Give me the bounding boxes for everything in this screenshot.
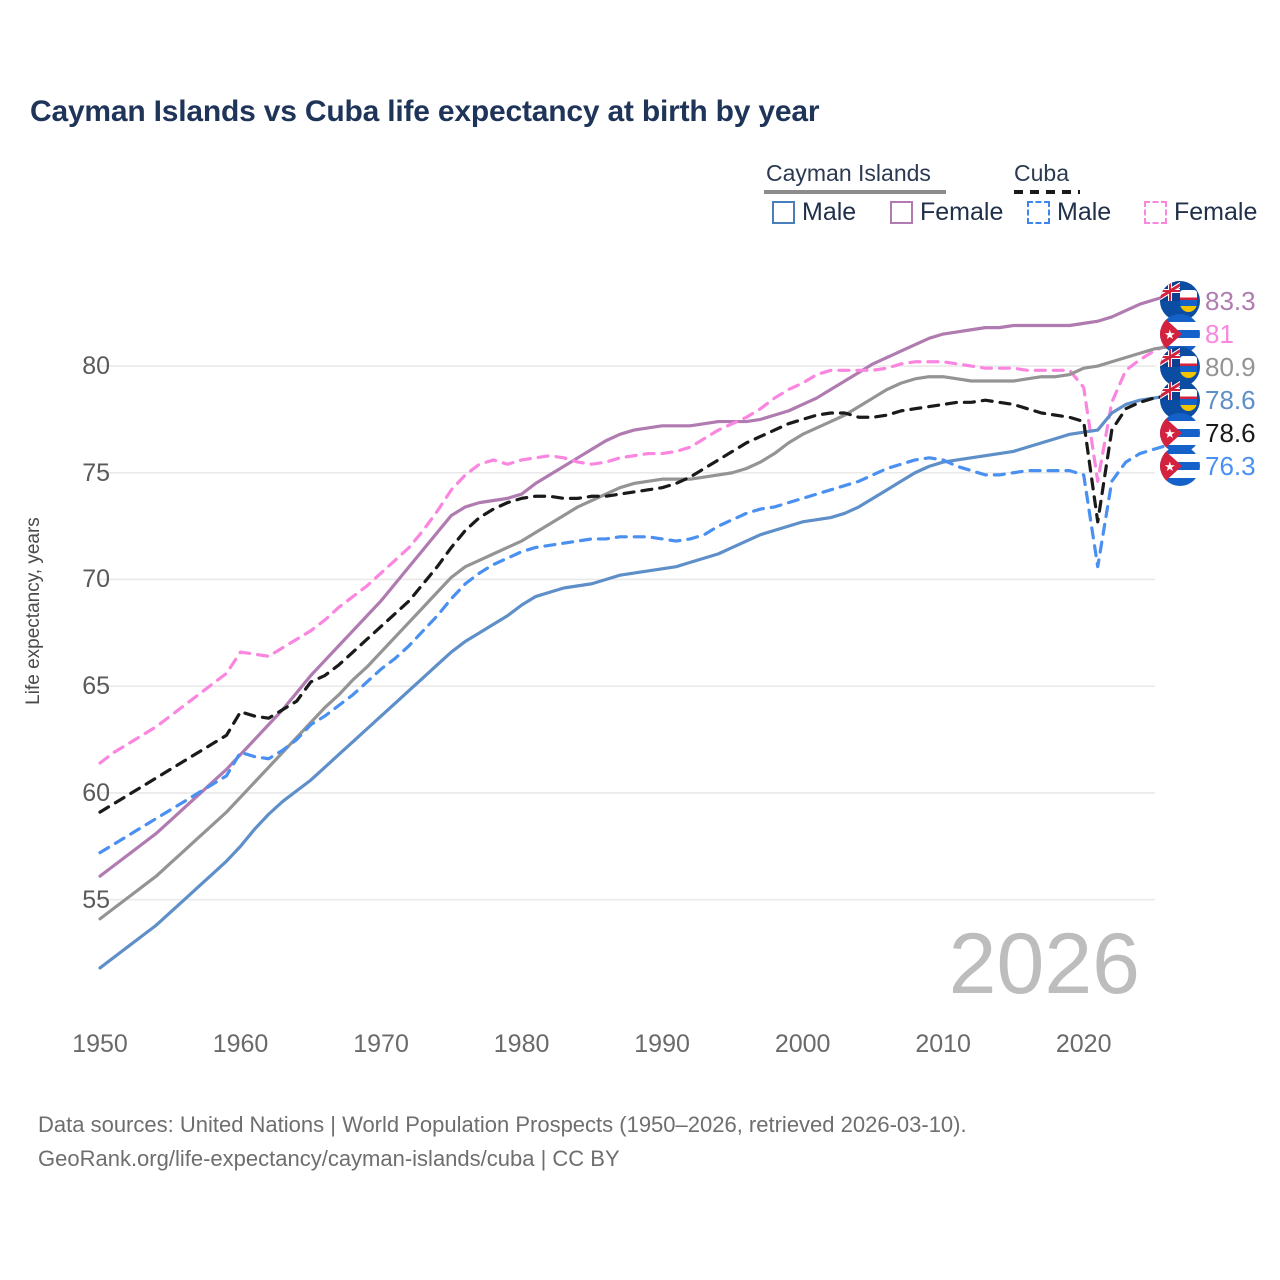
legend-items: Male Female Male Female (762, 200, 1262, 234)
legend-item-cayman-female[interactable]: Female (890, 200, 1003, 225)
legend-swatch-icon (890, 201, 913, 224)
x-axis-tick-label: 2020 (1055, 1030, 1112, 1058)
legend-item-label: Female (1174, 198, 1258, 226)
x-axis-tick-label: 2010 (915, 1030, 971, 1058)
chart-legend: Cayman Islands Cuba Male Female Male Fem… (762, 160, 1262, 240)
series-end-labels: 83.3 81 80.9 78.6 78.6 76.3 (1160, 0, 1280, 1280)
legend-item-cuba-female[interactable]: Female (1144, 200, 1257, 225)
end-label-value: 83.3 (1205, 286, 1256, 316)
y-axis-tick-label: 70 (82, 565, 110, 594)
legend-swatch-icon (1144, 201, 1167, 224)
x-axis-tick-label: 2000 (774, 1030, 831, 1058)
cuba-flag (1160, 446, 1200, 486)
y-axis-tick-label: 75 (82, 458, 110, 487)
y-axis-ticks: 55 60 65 70 75 80 (30, 0, 110, 1280)
page-title: Cayman Islands vs Cuba life expectancy a… (30, 95, 820, 128)
end-label-value: 81 (1205, 319, 1234, 349)
end-label-value: 78.6 (1205, 418, 1256, 448)
legend-group-cayman-islands: Cayman Islands (766, 160, 931, 186)
x-axis-tick-label: 1970 (353, 1030, 409, 1058)
year-watermark: 2026 (948, 916, 1140, 1012)
y-axis-tick-label: 65 (82, 672, 110, 701)
chart-footer: Data sources: United Nations | World Pop… (38, 1108, 1238, 1176)
legend-rule-dashed (1014, 190, 1080, 194)
legend-item-label: Male (802, 198, 857, 226)
x-axis-tick-label: 1950 (72, 1030, 128, 1058)
end-label-row: 78.6 (1160, 413, 1256, 453)
legend-rule-solid (764, 190, 946, 194)
legend-item-label: Male (1057, 198, 1112, 226)
end-label-value: 76.3 (1205, 451, 1256, 481)
legend-item-label: Female (920, 198, 1004, 226)
legend-group-cuba: Cuba (1014, 160, 1069, 186)
legend-swatch-icon (1027, 201, 1050, 224)
y-axis-tick-label: 80 (82, 352, 110, 381)
y-axis-tick-label: 55 (82, 885, 110, 914)
footer-data-sources: Data sources: United Nations | World Pop… (38, 1112, 967, 1137)
legend-swatch-icon (772, 201, 795, 224)
end-label-value: 78.6 (1205, 385, 1256, 415)
footer-attribution: GeoRank.org/life-expectancy/cayman-islan… (38, 1146, 620, 1172)
end-label-value: 80.9 (1205, 352, 1256, 382)
cuba-flag (1160, 413, 1200, 453)
end-label-row: 76.3 (1160, 446, 1256, 486)
x-axis-tick-label: 1990 (634, 1030, 690, 1058)
x-axis-tick-label: 1960 (212, 1030, 269, 1058)
x-axis-tick-label: 1980 (493, 1030, 550, 1058)
legend-group-headers: Cayman Islands Cuba (762, 160, 1262, 194)
legend-item-cayman-male[interactable]: Male (772, 200, 856, 225)
y-axis-tick-label: 60 (82, 778, 110, 807)
legend-item-cuba-male[interactable]: Male (1027, 200, 1111, 225)
y-axis-label: Life expectancy, years (23, 517, 44, 705)
